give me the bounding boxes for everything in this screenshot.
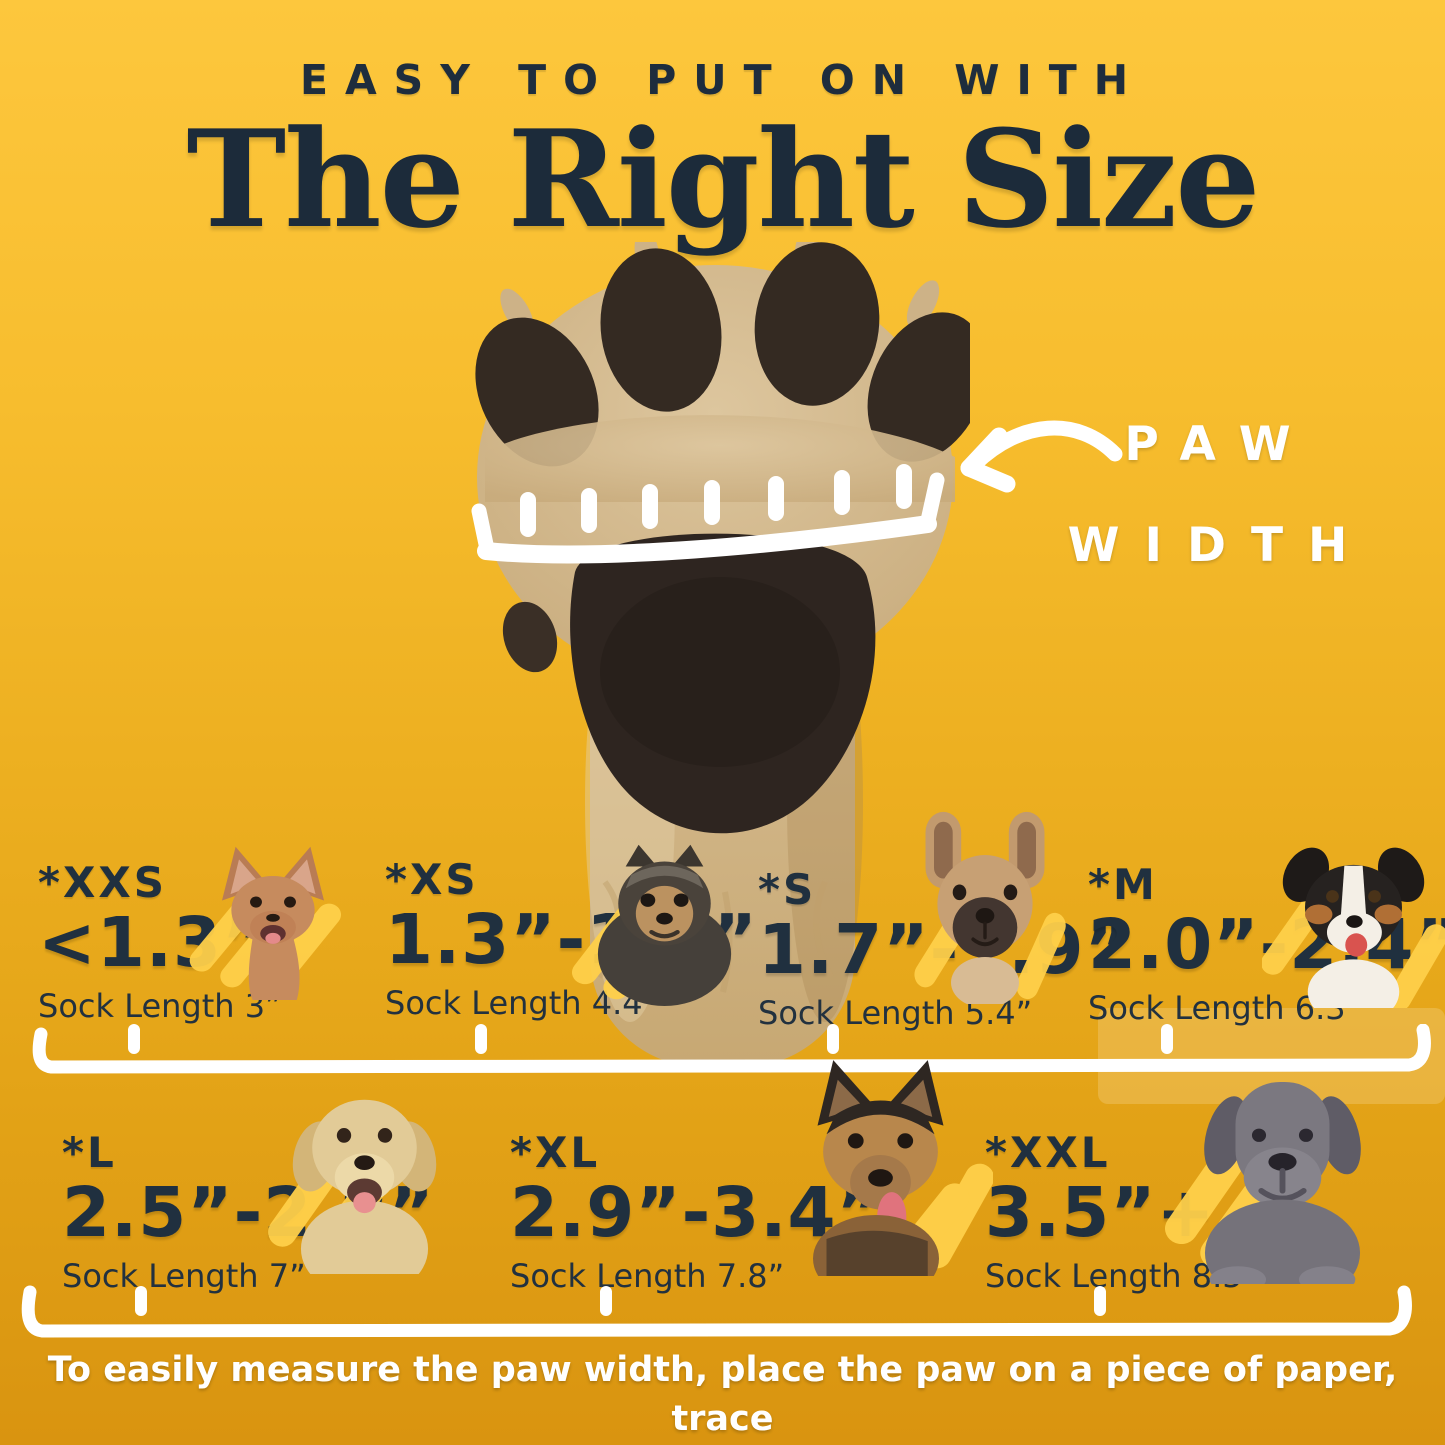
instructions-line1: To easily measure the paw width, place t… (47, 1350, 1398, 1439)
dog-photo-yorkshire-terrier-puppy (572, 844, 732, 1006)
measuring-instructions: To easily measure the paw width, place t… (0, 1346, 1445, 1445)
size-name: *XXL (985, 1128, 1111, 1177)
size-name: *XS (385, 855, 479, 904)
dog-photo-french-bulldog (914, 811, 1066, 1004)
paw-width-label: PAW WIDTH (1052, 394, 1388, 596)
row1-bracket (32, 1024, 1431, 1074)
paw-width-ruler (471, 464, 945, 564)
size-name: *XXS (38, 858, 167, 907)
size-name: *M (1088, 860, 1158, 909)
paw-width-label-line2: WIDTH (1067, 518, 1373, 573)
dog-paw-photo (475, 242, 970, 1067)
dog-photo-german-shepherd (813, 1060, 993, 1276)
page-title: The Right Size (186, 100, 1260, 258)
paw-width-range: 2.9”-3.4” (510, 1173, 883, 1253)
dog-photo-great-dane (1165, 1081, 1361, 1284)
sock-length: Sock Length 7.8” (510, 1257, 785, 1296)
header-kicker: EASY TO PUT ON WITH (299, 56, 1146, 104)
sock-length: Sock Length 3” (38, 987, 282, 1026)
paw-width-label-line1: PAW (1124, 417, 1316, 472)
size-block-xl: *XL 2.9”-3.4” Sock Length 7.8” (510, 1128, 883, 1295)
size-name: *L (62, 1128, 117, 1177)
dog-photo-chihuahua (189, 846, 341, 1000)
dog-photo-golden-retriever (268, 1099, 437, 1274)
dog-photo-australian-shepherd (1262, 847, 1445, 1008)
size-name: *XL (510, 1128, 601, 1177)
size-name: *S (758, 865, 817, 914)
row2-bracket (21, 1285, 1412, 1338)
sock-length: Sock Length 7” (62, 1257, 306, 1296)
paw-width-arrow-icon (960, 420, 1123, 493)
